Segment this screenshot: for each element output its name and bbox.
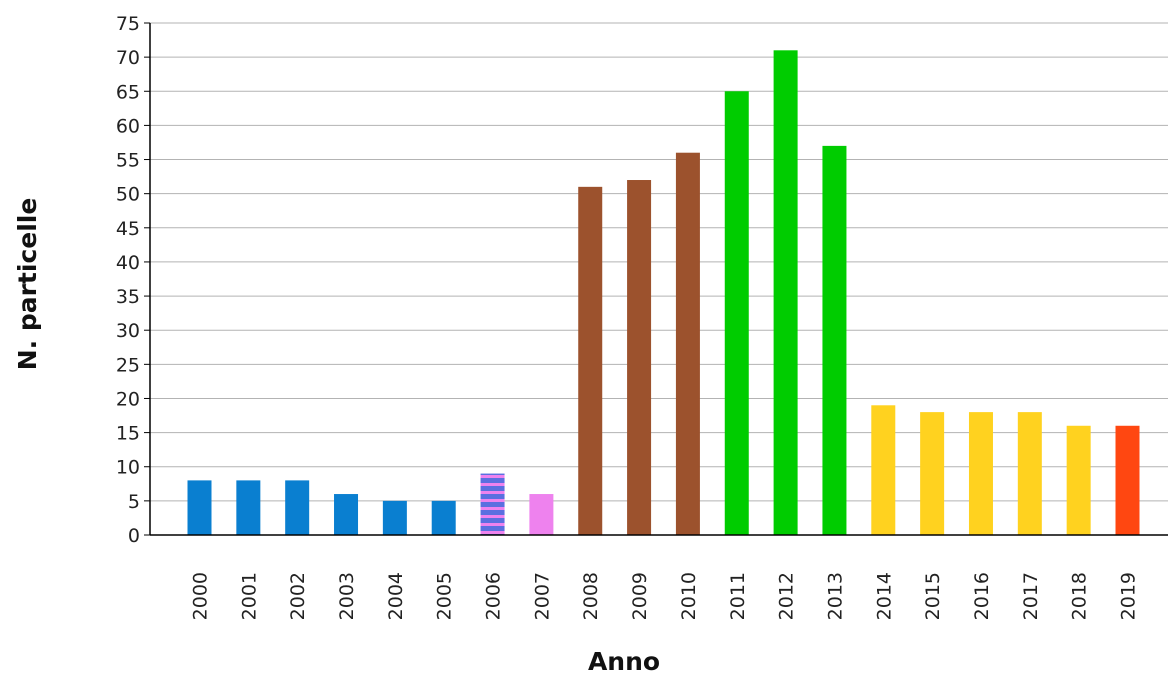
y-tick-label: 35 <box>116 286 140 308</box>
bar-2004 <box>382 500 407 535</box>
y-tick-label: 70 <box>116 47 140 69</box>
bar-2000 <box>187 480 212 535</box>
bar-2001 <box>236 480 261 535</box>
bar-2018 <box>1066 425 1091 535</box>
bar-2008 <box>578 186 603 535</box>
y-tick-label: 5 <box>128 491 140 513</box>
gridlines <box>150 22 1168 502</box>
x-tick-label: 2010 <box>678 572 700 620</box>
y-tick-label: 30 <box>116 320 140 342</box>
x-tick-label: 2014 <box>873 572 895 620</box>
x-tick-label: 2000 <box>190 572 212 620</box>
bar-2017 <box>1017 412 1042 535</box>
x-tick-label: 2003 <box>336 572 358 620</box>
bar-2011 <box>724 91 749 536</box>
x-tick-label: 2002 <box>287 572 309 620</box>
x-axis-ticks: 2000 2001 2002 2003 2004 2005 2006 2007 2008 2009… <box>190 572 1140 620</box>
bar-2003 <box>334 494 359 535</box>
y-tick-label: 75 <box>116 13 140 35</box>
y-tick-label: 45 <box>116 218 140 240</box>
x-tick-label: 2013 <box>824 572 846 620</box>
x-tick-label: 2012 <box>776 572 798 620</box>
bars <box>187 50 1140 536</box>
x-tick-label: 2011 <box>727 572 749 620</box>
x-tick-label: 2004 <box>385 572 407 620</box>
x-tick-label: 2007 <box>531 572 553 620</box>
bar-2016 <box>968 412 993 535</box>
y-tick-label: 60 <box>116 115 140 137</box>
y-tick-label: 50 <box>116 184 140 206</box>
bar-2019 <box>1115 425 1140 535</box>
bar-2015 <box>920 412 945 535</box>
y-tick-label: 25 <box>116 354 140 376</box>
bar-2007 <box>529 494 554 535</box>
x-tick-label: 2005 <box>434 572 456 620</box>
x-tick-label: 2018 <box>1069 572 1091 620</box>
x-tick-label: 2016 <box>971 572 993 620</box>
y-axis-title: N. particelle <box>13 198 42 371</box>
bar-2014 <box>871 405 896 535</box>
bar-2012 <box>773 50 798 535</box>
y-tick-label: 15 <box>116 423 140 445</box>
x-tick-label: 2019 <box>1118 572 1140 620</box>
bar-2006 <box>480 473 505 535</box>
bar-2009 <box>627 180 652 535</box>
y-tick-label: 0 <box>128 525 140 547</box>
bar-2013 <box>822 145 847 535</box>
y-axis-ticks: 0 5 10 15 20 25 30 35 40 45 50 55 60 65 70 75 <box>116 13 150 547</box>
y-tick-label: 20 <box>116 388 140 410</box>
y-tick-label: 10 <box>116 457 140 479</box>
bar-2010 <box>675 152 700 535</box>
x-tick-label: 2015 <box>922 572 944 620</box>
bar-2005 <box>431 500 456 535</box>
x-tick-label: 2017 <box>1020 572 1042 620</box>
x-tick-label: 2008 <box>580 572 602 620</box>
x-axis-title: Anno <box>588 647 660 674</box>
y-tick-label: 55 <box>116 150 140 172</box>
bar-2002 <box>285 480 310 535</box>
x-tick-label: 2006 <box>483 572 505 620</box>
y-tick-label: 40 <box>116 252 140 274</box>
y-tick-label: 65 <box>116 81 140 103</box>
x-tick-label: 2001 <box>238 572 260 620</box>
x-tick-label: 2009 <box>629 572 651 620</box>
